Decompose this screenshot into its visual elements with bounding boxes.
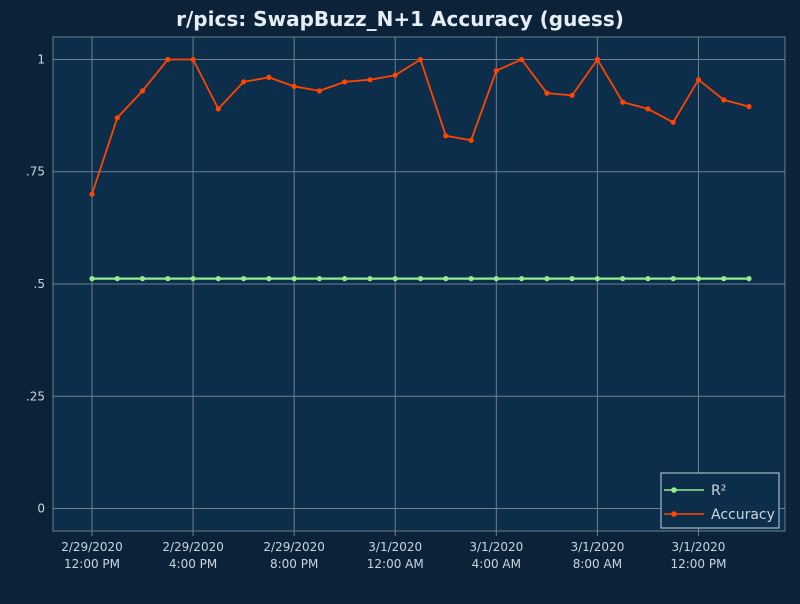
data-point-r-squared	[114, 276, 120, 282]
data-point-accuracy	[443, 133, 449, 139]
data-point-r-squared	[493, 276, 499, 282]
data-point-r-squared	[266, 276, 272, 282]
x-tick-time: 4:00 PM	[169, 557, 217, 571]
data-point-r-squared	[519, 276, 525, 282]
data-point-r-squared	[342, 276, 348, 282]
data-point-accuracy	[190, 56, 196, 63]
data-point-r-squared	[165, 276, 171, 282]
data-point-accuracy	[721, 97, 727, 103]
x-tick-time: 12:00 PM	[64, 557, 120, 571]
y-tick-label: .5	[34, 277, 45, 291]
data-point-r-squared	[316, 276, 322, 282]
legend-item-accuracy[interactable]: Accuracy	[664, 507, 775, 523]
data-point-r-squared	[695, 276, 702, 282]
x-tick-time: 4:00 AM	[472, 557, 521, 571]
legend-swatch-marker	[671, 487, 677, 493]
data-point-accuracy	[367, 77, 373, 83]
data-point-accuracy	[342, 79, 348, 85]
data-point-accuracy	[241, 79, 247, 85]
data-point-accuracy	[746, 104, 752, 110]
data-point-accuracy	[620, 99, 626, 105]
x-axis: 2/29/2020 12:00 PM 2/29/2020 4:00 PM 2/29/20…	[61, 531, 726, 571]
y-tick-label: .25	[26, 389, 45, 403]
data-point-r-squared	[746, 276, 752, 282]
x-tick-time: 12:00 PM	[670, 557, 726, 571]
data-point-accuracy	[114, 115, 120, 121]
legend[interactable]: R² Accuracy	[660, 472, 780, 529]
data-point-accuracy	[645, 106, 651, 112]
data-point-r-squared	[215, 276, 221, 282]
data-point-r-squared	[291, 276, 297, 282]
y-axis: 0 .25 .5 .75 1	[26, 52, 45, 515]
data-point-accuracy	[493, 68, 499, 74]
data-point-accuracy	[89, 191, 95, 197]
x-tick-date: 3/1/2020	[469, 540, 523, 554]
x-tick-date: 2/29/2020	[263, 540, 325, 554]
x-tick-date: 2/29/2020	[61, 540, 123, 554]
data-point-accuracy	[165, 56, 171, 63]
data-point-r-squared	[241, 276, 247, 282]
legend-box	[660, 472, 780, 529]
data-point-r-squared	[417, 276, 424, 282]
data-point-r-squared	[392, 276, 398, 282]
legend-label: R²	[711, 483, 726, 499]
grid-lines	[53, 37, 785, 531]
data-point-accuracy	[544, 90, 550, 96]
data-point-accuracy	[139, 88, 146, 94]
data-point-r-squared	[721, 276, 727, 282]
x-tick-time: 8:00 AM	[573, 557, 622, 571]
data-point-accuracy	[670, 119, 676, 125]
legend-label: Accuracy	[711, 507, 775, 523]
data-point-accuracy	[266, 74, 272, 80]
data-point-r-squared	[569, 276, 575, 282]
data-point-accuracy	[468, 137, 474, 143]
data-point-r-squared	[367, 276, 373, 282]
data-point-accuracy	[417, 56, 424, 63]
data-point-accuracy	[215, 106, 221, 112]
legend-swatch-marker	[671, 511, 677, 517]
x-tick-time: 8:00 PM	[270, 557, 318, 571]
y-tick-label: .75	[26, 165, 45, 179]
data-point-r-squared	[594, 276, 601, 282]
data-point-accuracy	[316, 88, 322, 94]
x-tick-date: 3/1/2020	[672, 540, 726, 554]
x-tick-time: 12:00 AM	[367, 557, 424, 571]
data-point-r-squared	[139, 276, 146, 282]
data-point-r-squared	[468, 276, 474, 282]
data-point-accuracy	[291, 83, 297, 89]
y-tick-label: 1	[37, 52, 45, 66]
chart-title: r/pics: SwapBuzz_N+1 Accuracy (guess)	[176, 7, 624, 31]
data-point-r-squared	[443, 276, 449, 282]
series-layer	[89, 56, 752, 282]
data-point-r-squared	[544, 276, 550, 282]
y-tick-label: 0	[37, 502, 45, 516]
data-point-r-squared	[89, 276, 95, 282]
data-point-accuracy	[594, 56, 601, 63]
x-tick-date: 3/1/2020	[570, 540, 624, 554]
data-point-accuracy	[392, 72, 398, 78]
data-point-accuracy	[569, 92, 575, 98]
x-tick-date: 2/29/2020	[162, 540, 224, 554]
x-tick-date: 3/1/2020	[368, 540, 422, 554]
data-point-r-squared	[645, 276, 651, 282]
data-point-accuracy	[695, 77, 702, 83]
data-point-r-squared	[190, 276, 196, 282]
legend-item-r-squared[interactable]: R²	[664, 483, 726, 499]
data-point-r-squared	[670, 276, 676, 282]
data-point-accuracy	[519, 56, 525, 63]
data-point-r-squared	[620, 276, 626, 282]
